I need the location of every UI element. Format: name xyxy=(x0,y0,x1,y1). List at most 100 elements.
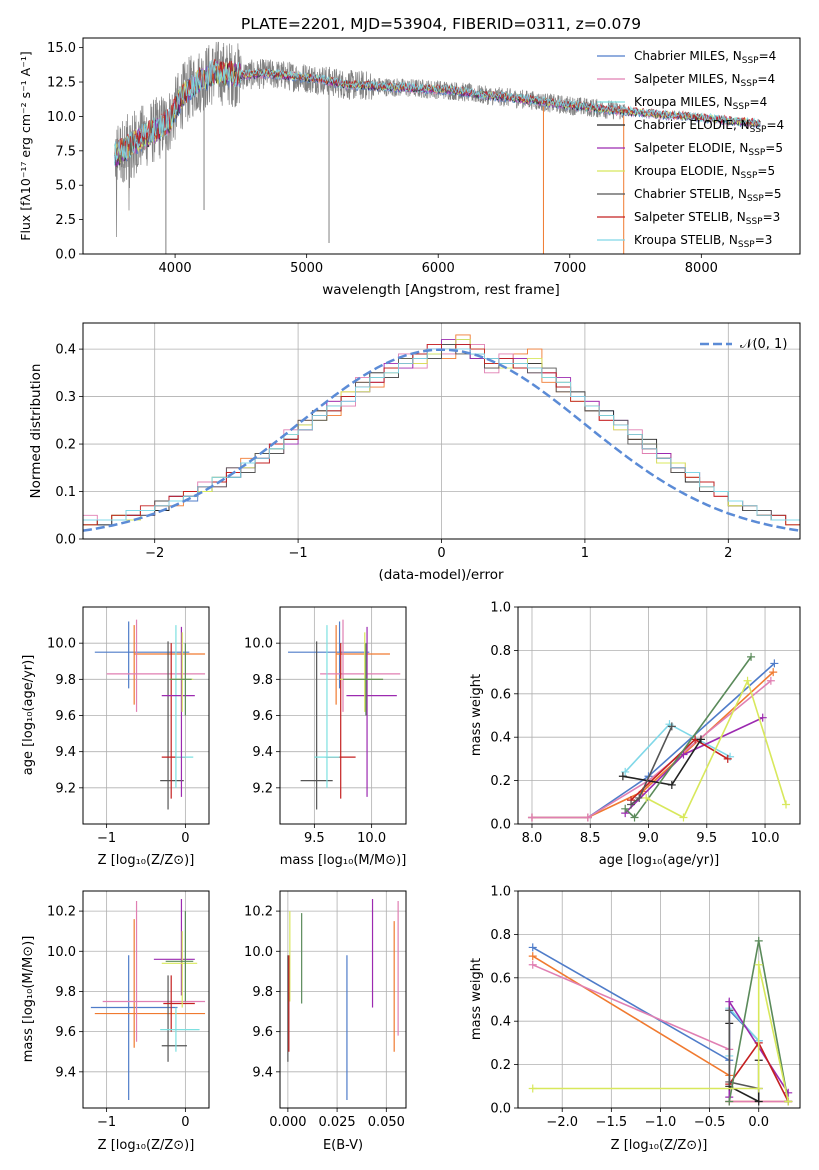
weight-marker xyxy=(528,960,537,969)
errorbar-point xyxy=(346,626,397,797)
mass-age-plot-area xyxy=(288,619,401,810)
spectrum-xtick-label: 7000 xyxy=(553,261,586,276)
residuals-panel: −2 −1 0 1 2 0.0 0.1 0.2 0.3 0.4 (data-model)/erro… xyxy=(28,322,801,583)
errorbar-point xyxy=(339,632,384,712)
weight-marker xyxy=(527,813,536,822)
legend-label: Chabrier MILES, NSSP=4 xyxy=(634,49,776,66)
legend-label: Salpeter STELIB, NSSP=3 xyxy=(634,210,780,227)
z-age-ytick-label: 9.4 xyxy=(55,745,76,760)
weight-marker xyxy=(667,780,676,789)
mass-age-xlabel: mass [log₁₀(M/M⊙)] xyxy=(280,853,407,868)
age-weight-ylabel: mass weight xyxy=(469,674,484,756)
z-age-ytick-label: 9.6 xyxy=(55,709,76,724)
errorbar-point xyxy=(106,619,206,712)
age-weight-xtick-label: 10.0 xyxy=(751,831,780,846)
residuals-ytick-label: 0.2 xyxy=(55,438,76,453)
z-mass-ytick-label: 10.0 xyxy=(47,945,76,960)
z-mass-ticks: −1 0 9.4 9.6 9.8 10.0 10.2 xyxy=(47,905,189,1130)
ebv-mass-plot-area xyxy=(287,899,399,1100)
age-weight-plot-area xyxy=(527,652,791,822)
weight-series-line xyxy=(630,726,673,806)
z-age-ytick-label: 9.8 xyxy=(55,673,76,688)
mass-age-panel: 9.5 10.0 9.2 9.4 9.6 9.8 10.0 mass [log₁₀(M/M⊙… xyxy=(244,606,407,868)
z-mass-errorbars xyxy=(90,899,206,1100)
legend-subscript: SSP xyxy=(742,56,759,66)
mass-age-ytick-label: 9.4 xyxy=(252,745,273,760)
weight-marker xyxy=(528,1084,537,1093)
errorbar-point xyxy=(161,626,195,797)
legend-subscript: SSP xyxy=(741,79,758,89)
normal-reference-curve xyxy=(83,348,800,532)
weight-series-line xyxy=(532,680,772,819)
mass-age-ytick-label: 9.8 xyxy=(252,673,273,688)
z-weight-ytick-label: 0.2 xyxy=(490,1058,511,1073)
errorbar-point xyxy=(288,621,370,689)
z-weight-ytick-label: 0.4 xyxy=(490,1015,511,1030)
legend-label: Salpeter MILES, NSSP=4 xyxy=(634,72,775,89)
age-weight-panel: 8.0 8.5 9.0 9.5 10.0 0.0 0.2 0.4 0.6 0.8 1.0 age [… xyxy=(469,601,801,868)
spectrum-ytick-label: 2.5 xyxy=(55,213,76,228)
z-age-xlabel: Z [log₁₀(Z/Z⊙)] xyxy=(98,853,195,868)
legend-value: =3 xyxy=(755,233,773,247)
errorbar-point xyxy=(102,901,206,1042)
legend-value: =4 xyxy=(750,95,768,109)
errorbar-point xyxy=(153,899,195,996)
z-weight-plot-area xyxy=(528,936,793,1106)
weight-marker xyxy=(754,1084,763,1093)
legend-subscript: SSP xyxy=(741,171,758,181)
legend-label: Kroupa ELODIE, NSSP=5 xyxy=(634,164,775,181)
legend-subscript: SSP xyxy=(738,240,755,250)
residuals-histograms xyxy=(83,334,800,539)
spectrum-xtick-label: 5000 xyxy=(290,261,323,276)
errorbar-point xyxy=(163,975,195,1032)
residuals-ytick-label: 0.3 xyxy=(55,390,76,405)
z-age-ticks: −1 0 9.2 9.4 9.6 9.8 10.0 xyxy=(47,637,189,846)
legend-label: Chabrier ELODIE, NSSP=4 xyxy=(634,118,784,135)
ebv-mass-grid xyxy=(280,891,406,1108)
errorbar-point xyxy=(314,625,340,788)
residuals-xtick-label: 1 xyxy=(581,546,589,561)
ebv-mass-ytick-label: 9.4 xyxy=(252,1065,273,1080)
z-mass-xlabel: Z [log₁₀(Z/Z⊙)] xyxy=(98,1138,195,1153)
z-age-panel: −1 0 9.2 9.4 9.6 9.8 10.0 Z [log₁₀(Z/Z⊙)] age … xyxy=(21,606,210,868)
spectrum-title: PLATE=2201, MJD=53904, FIBERID=0311, z=0… xyxy=(241,15,641,33)
weight-series-line xyxy=(645,678,787,819)
z-mass-ytick-label: 9.8 xyxy=(55,985,76,1000)
spectrum-ytick-label: 0.0 xyxy=(55,248,76,263)
weight-marker xyxy=(627,800,636,809)
weight-marker xyxy=(667,722,676,731)
errorbar-point xyxy=(160,1007,200,1052)
weight-marker xyxy=(528,952,537,961)
z-weight-xlabel: Z [log₁₀(Z/Z⊙)] xyxy=(611,1138,708,1153)
legend-label: 𝒩(0, 1) xyxy=(740,337,787,352)
z-weight-axes-frame xyxy=(517,890,801,1109)
z-mass-xtick-label: 0 xyxy=(181,1115,189,1130)
spectrum-ylabel: Flux [fλ10⁻¹⁷ erg cm⁻² s⁻¹ A⁻¹] xyxy=(18,51,33,240)
z-weight-xtick-label: 0.0 xyxy=(748,1115,769,1130)
z-mass-plot-area xyxy=(90,899,206,1100)
z-age-ylabel: age [log₁₀(age/yr)] xyxy=(21,655,36,776)
legend-subscript: SSP xyxy=(750,125,767,135)
residuals-ytick-label: 0.4 xyxy=(55,343,76,358)
weight-marker xyxy=(743,676,752,685)
ebv-mass-ytick-label: 10.2 xyxy=(244,905,273,920)
z-weight-xtick-label: −1.0 xyxy=(645,1115,677,1130)
spectrum-ytick-label: 7.5 xyxy=(55,144,76,159)
ebv-mass-axes-frame xyxy=(279,890,407,1109)
weight-marker xyxy=(696,735,705,744)
weight-marker xyxy=(635,793,644,802)
errorbar-point xyxy=(169,643,192,716)
errorbar-point xyxy=(160,641,184,810)
z-mass-ytick-label: 10.2 xyxy=(47,905,76,920)
mass-age-ytick-label: 9.6 xyxy=(252,709,273,724)
weight-marker xyxy=(725,1077,734,1086)
weight-marker xyxy=(630,813,639,822)
weight-marker xyxy=(758,713,767,722)
weight-marker xyxy=(770,659,779,668)
age-weight-ytick-label: 0.0 xyxy=(490,818,511,833)
weight-marker xyxy=(618,772,627,781)
ebv-mass-ticks: 0.000 0.025 0.050 9.4 9.6 9.8 10.0 10.2 xyxy=(244,905,405,1130)
spectrum-ytick-label: 10.0 xyxy=(47,110,76,125)
z-age-grid xyxy=(83,607,209,824)
weight-series-line xyxy=(532,662,775,819)
